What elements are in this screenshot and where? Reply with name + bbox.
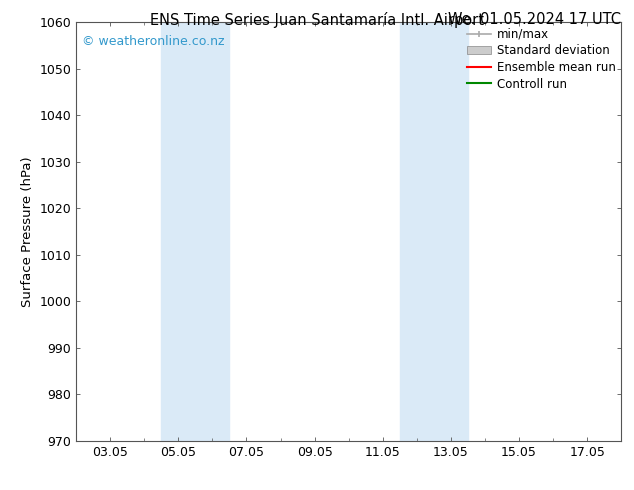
Y-axis label: Surface Pressure (hPa): Surface Pressure (hPa) bbox=[21, 156, 34, 307]
Bar bbox=[400, 22, 468, 441]
Text: We. 01.05.2024 17 UTC: We. 01.05.2024 17 UTC bbox=[448, 12, 621, 27]
Text: © weatheronline.co.nz: © weatheronline.co.nz bbox=[82, 35, 224, 48]
Bar bbox=[161, 22, 230, 441]
Legend: min/max, Standard deviation, Ensemble mean run, Controll run: min/max, Standard deviation, Ensemble me… bbox=[467, 28, 616, 91]
Text: ENS Time Series Juan Santamaría Intl. Airport: ENS Time Series Juan Santamaría Intl. Ai… bbox=[150, 12, 484, 28]
